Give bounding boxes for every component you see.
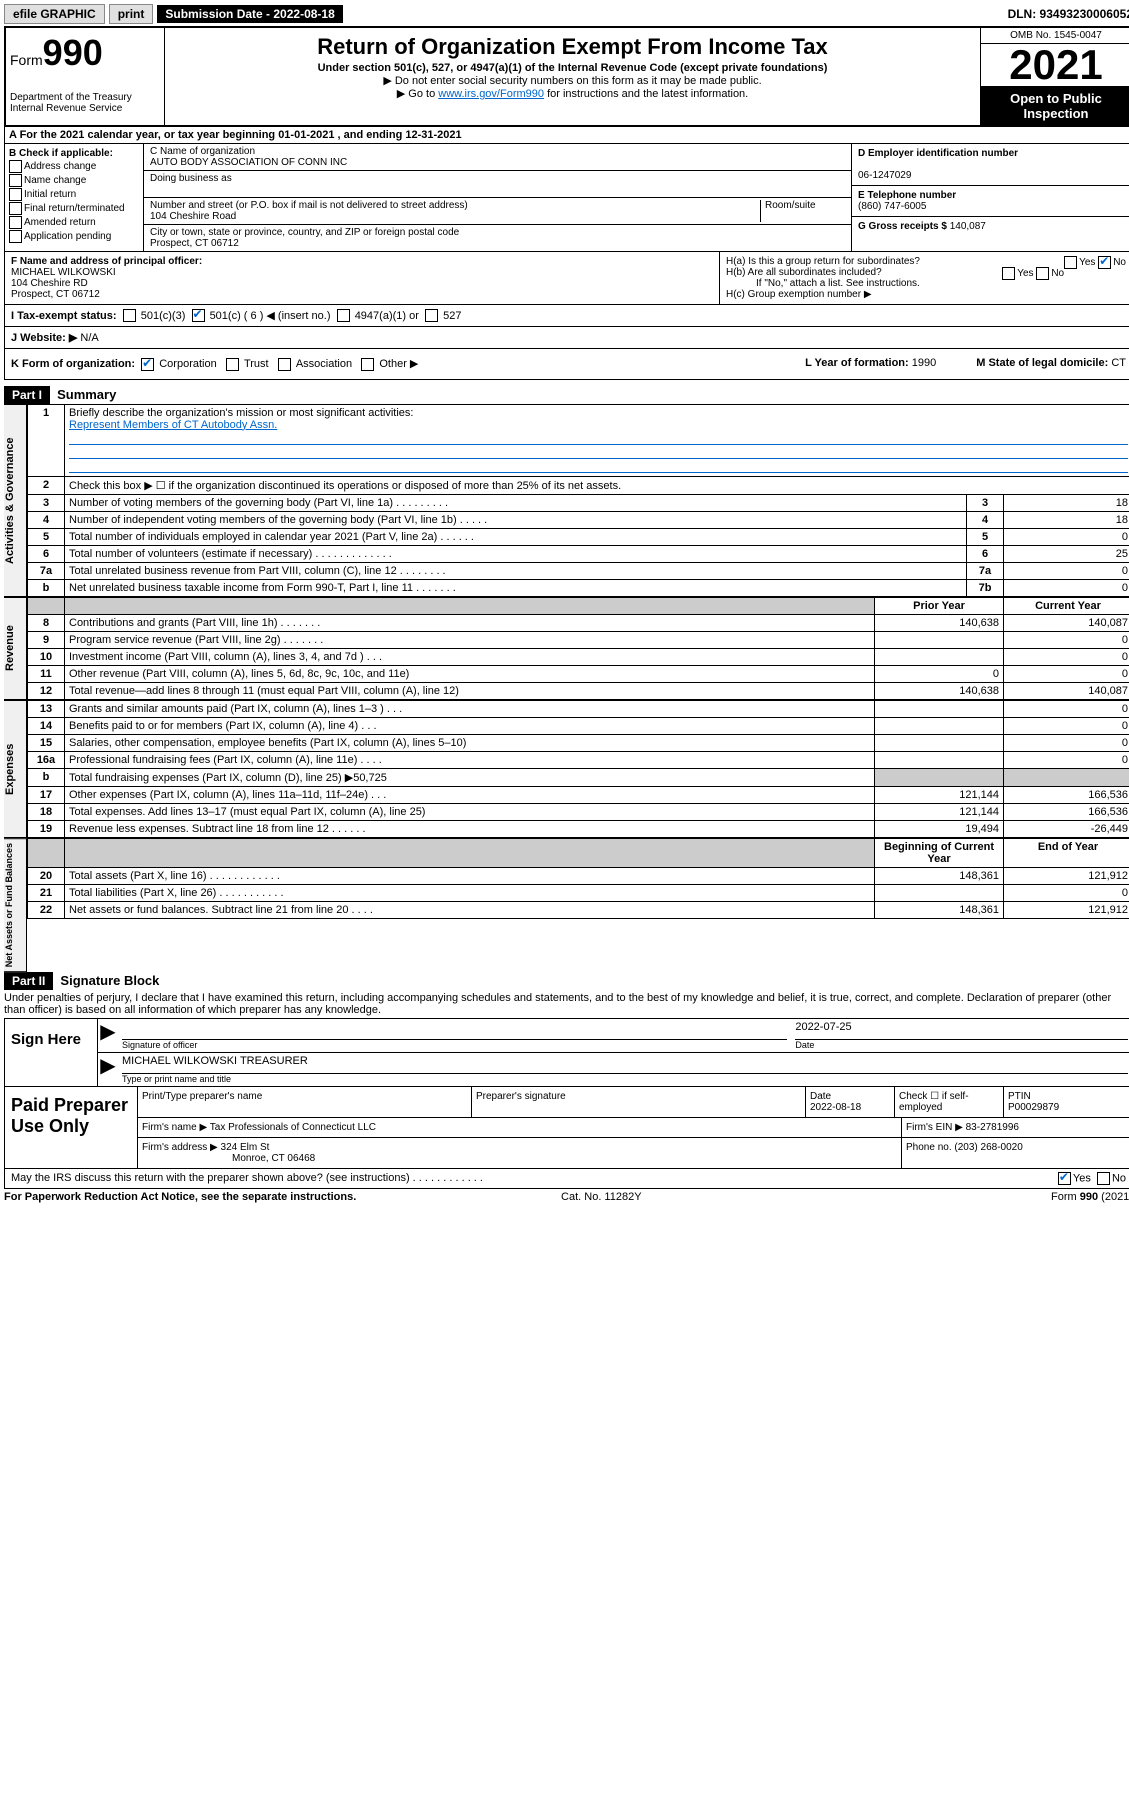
discuss-row: May the IRS discuss this return with the… <box>4 1169 1129 1189</box>
submission-date: Submission Date - 2022-08-18 <box>157 5 342 23</box>
part1-header: Part I <box>4 386 50 404</box>
addr-value: 104 Cheshire Road <box>150 211 756 222</box>
form-number: Form990 <box>10 32 160 74</box>
part2-title: Signature Block <box>56 971 163 990</box>
city-label: City or town, state or province, country… <box>150 227 845 238</box>
org-name-label: C Name of organization <box>150 146 845 157</box>
gross-value: 140,087 <box>950 221 986 232</box>
tel-label: E Telephone number <box>858 190 956 201</box>
print-button[interactable]: print <box>109 4 154 24</box>
footer: For Paperwork Reduction Act Notice, see … <box>4 1189 1129 1205</box>
signature-block: Sign Here ▶ Signature of officer 2022-07… <box>4 1018 1129 1087</box>
officer-row: F Name and address of principal officer:… <box>4 252 1129 305</box>
efile-label: efile GRAPHIC <box>4 4 105 24</box>
gross-label: G Gross receipts $ <box>858 221 947 232</box>
note-ssn: ▶ Do not enter social security numbers o… <box>169 74 976 87</box>
governance-table: 1 Briefly describe the organization's mi… <box>27 404 1129 597</box>
city-value: Prospect, CT 06712 <box>150 238 845 249</box>
dba-label: Doing business as <box>150 173 845 184</box>
vlabel-expenses: Expenses <box>4 700 27 838</box>
form-subtitle: Under section 501(c), 527, or 4947(a)(1)… <box>169 62 976 74</box>
top-bar: efile GRAPHIC print Submission Date - 20… <box>4 4 1129 24</box>
revenue-table: Prior YearCurrent Year 8Contributions an… <box>27 597 1129 700</box>
website-row: J Website: ▶ N/A <box>4 327 1129 349</box>
org-info-grid: B Check if applicable: Address change Na… <box>4 144 1129 252</box>
declaration-text: Under penalties of perjury, I declare th… <box>4 990 1129 1018</box>
vlabel-netassets: Net Assets or Fund Balances <box>4 838 27 972</box>
vlabel-governance: Activities & Governance <box>4 404 27 597</box>
org-name: AUTO BODY ASSOCIATION OF CONN INC <box>150 157 845 168</box>
open-public: Open to Public Inspection <box>981 87 1129 125</box>
ein-label: D Employer identification number <box>858 148 1018 159</box>
tax-year: 2021 <box>981 44 1129 87</box>
netassets-table: Beginning of Current YearEnd of Year 20T… <box>27 838 1129 919</box>
dept-label: Department of the Treasury Internal Reve… <box>10 92 160 114</box>
form-header: Form990 Department of the Treasury Inter… <box>4 26 1129 127</box>
expenses-table: 13Grants and similar amounts paid (Part … <box>27 700 1129 838</box>
dln: DLN: 93493230006052 <box>1008 7 1129 21</box>
tax-exempt-row: I Tax-exempt status: 501(c)(3) 501(c) ( … <box>4 305 1129 327</box>
part2-header: Part II <box>4 972 53 990</box>
irs-link[interactable]: www.irs.gov/Form990 <box>438 88 544 100</box>
col-b-checkboxes: B Check if applicable: Address change Na… <box>5 144 144 251</box>
part1-title: Summary <box>53 385 120 404</box>
addr-label: Number and street (or P.O. box if mail i… <box>150 200 756 211</box>
tel-value: (860) 747-6005 <box>858 201 926 212</box>
form-org-row: K Form of organization: Corporation Trus… <box>4 349 1129 380</box>
preparer-block: Paid Preparer Use Only Print/Type prepar… <box>4 1087 1129 1169</box>
vlabel-revenue: Revenue <box>4 597 27 700</box>
note-link: ▶ Go to www.irs.gov/Form990 for instruct… <box>169 87 976 100</box>
ein-value: 06-1247029 <box>858 170 911 181</box>
tax-year-range: A For the 2021 calendar year, or tax yea… <box>4 127 1129 144</box>
form-title: Return of Organization Exempt From Incom… <box>169 34 976 60</box>
room-label: Room/suite <box>761 200 845 222</box>
